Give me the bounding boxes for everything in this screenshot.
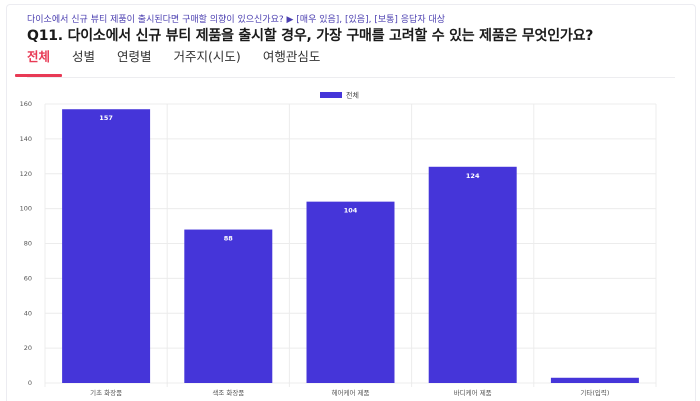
y-tick-label: 80 [24,240,32,248]
tab-divider [27,77,675,78]
tab-bar: 전체 성별 연령별 거주지(시도) 여행관심도 [15,49,342,78]
x-tick-label: 기초 화장품 [90,388,122,397]
tab-age[interactable]: 연령별 [117,49,152,64]
question-subtitle: 다이소에서 신규 뷰티 제품이 출시된다면 구매할 의향이 있으신가요? ▶ [… [27,15,446,25]
x-tick-label: 헤어케어 제품 [332,388,370,397]
bar-value-label: 104 [344,207,358,215]
legend-label: 전체 [346,91,359,100]
bar-value-label: 88 [224,235,234,243]
bar[interactable] [306,201,395,383]
tab-gender[interactable]: 성별 [72,49,96,64]
x-tick-label: 바디케어 제품 [454,388,492,397]
y-tick-label: 100 [20,205,32,213]
y-tick-label: 20 [24,344,32,352]
bar-chart: 0 20 40 60 80 100 120 140 160 전체 157 기초 화장품 88 색조 화장품… [20,91,657,397]
bar[interactable] [184,229,273,383]
bar[interactable] [428,166,517,383]
bar-value-label: 124 [466,172,480,180]
x-tick-label: 기타(입력) [580,388,609,397]
y-tick-label: 0 [28,379,32,387]
y-tick-label: 60 [24,274,32,282]
y-tick-label: 160 [20,100,32,108]
tab-all[interactable]: 전체 [15,50,63,77]
x-tick-label: 색조 화장품 [212,388,244,397]
tab-travel-interest[interactable]: 여행관심도 [262,49,321,64]
y-tick-label: 140 [20,135,32,143]
bar[interactable] [62,109,151,383]
question-title: Q11. 다이소에서 신규 뷰티 제품을 출시할 경우, 가장 구매를 고려할 … [27,28,594,44]
bar-value-label: 157 [99,114,113,122]
y-tick-label: 40 [24,309,32,317]
chart-card [6,4,696,401]
legend-swatch [320,92,342,98]
bar[interactable] [550,377,639,383]
tab-region[interactable]: 거주지(시도) [173,49,241,64]
y-tick-label: 120 [20,170,32,178]
